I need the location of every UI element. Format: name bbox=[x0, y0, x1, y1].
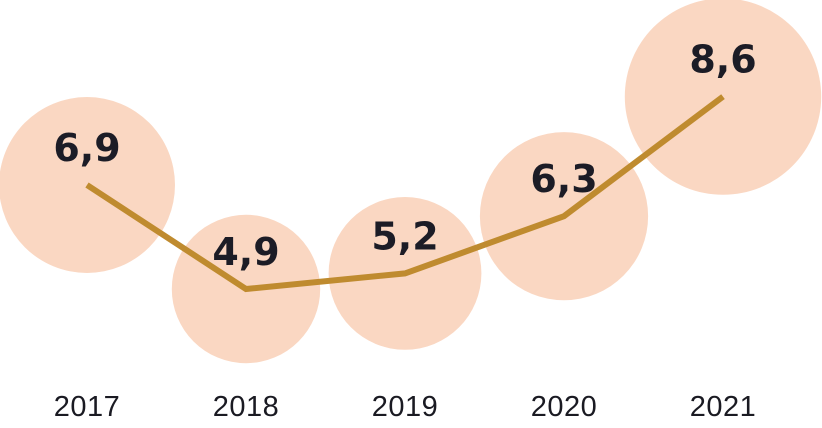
value-label-2019: 5,2 bbox=[371, 214, 438, 258]
value-label-2018: 4,9 bbox=[212, 230, 279, 274]
x-axis-label-group: 2017 2018 2019 2020 2021 bbox=[54, 391, 757, 423]
x-axis-label-2018: 2018 bbox=[213, 391, 280, 423]
x-axis-label-2019: 2019 bbox=[372, 391, 439, 423]
value-label-2021: 8,6 bbox=[689, 38, 756, 82]
x-axis-label-2017: 2017 bbox=[54, 391, 121, 423]
trend-line bbox=[85, 94, 725, 293]
value-label-group: 6,9 4,9 5,2 6,3 8,6 bbox=[53, 38, 756, 274]
x-axis-label-2021: 2021 bbox=[690, 391, 757, 423]
x-axis-label-2020: 2020 bbox=[531, 391, 598, 423]
value-label-2017: 6,9 bbox=[53, 126, 120, 170]
value-label-2020: 6,3 bbox=[530, 157, 597, 201]
